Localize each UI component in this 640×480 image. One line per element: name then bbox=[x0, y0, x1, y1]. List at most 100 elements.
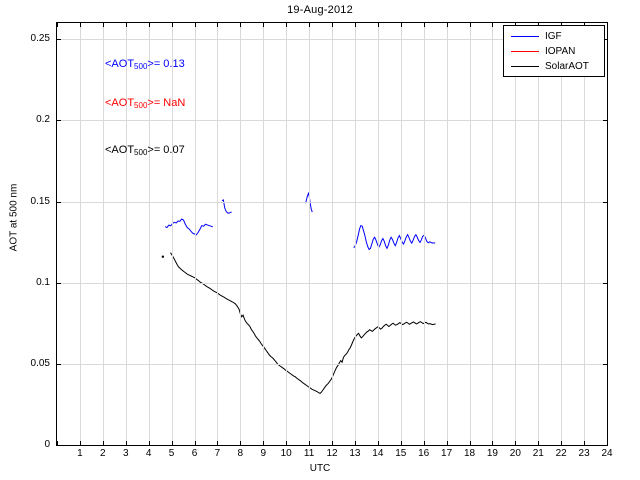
x-tick-label: 3 bbox=[122, 448, 129, 459]
gridline-vertical bbox=[286, 23, 287, 445]
series-line-igf bbox=[221, 199, 232, 214]
gridline-horizontal bbox=[57, 283, 607, 284]
y-tick bbox=[57, 39, 61, 40]
x-tick-label: 8 bbox=[237, 448, 244, 459]
gridline-vertical bbox=[355, 23, 356, 445]
x-tick-label: 23 bbox=[578, 448, 590, 459]
gridline-vertical bbox=[561, 23, 562, 445]
gridline-vertical bbox=[515, 23, 516, 445]
x-tick-label: 12 bbox=[326, 448, 338, 459]
x-tick bbox=[195, 441, 196, 445]
annotation-iopan-mean: <AOT500>= NaN bbox=[105, 97, 185, 110]
annotation-solaraot-sub: 500 bbox=[134, 148, 148, 157]
x-tick-label: 9 bbox=[260, 448, 267, 459]
gridline-vertical bbox=[217, 23, 218, 445]
gridline-vertical bbox=[263, 23, 264, 445]
x-tick bbox=[447, 23, 448, 27]
legend-label-igf: IGF bbox=[545, 30, 562, 42]
x-tick bbox=[309, 23, 310, 27]
legend-label-solaraot: SolarAOT bbox=[545, 60, 589, 72]
y-tick bbox=[603, 120, 607, 121]
annotation-iopan-suffix: >= NaN bbox=[147, 97, 186, 109]
gridline-vertical bbox=[424, 23, 425, 445]
x-tick-label: 10 bbox=[280, 448, 292, 459]
gridline-vertical bbox=[492, 23, 493, 445]
x-tick-label: 4 bbox=[145, 448, 152, 459]
x-tick-label: 7 bbox=[214, 448, 221, 459]
x-tick bbox=[492, 23, 493, 27]
x-tick bbox=[447, 441, 448, 445]
x-tick bbox=[217, 23, 218, 27]
x-tick bbox=[538, 441, 539, 445]
x-tick bbox=[80, 441, 81, 445]
gridline-vertical bbox=[103, 23, 104, 445]
x-tick bbox=[126, 441, 127, 445]
gridline-horizontal bbox=[57, 120, 607, 121]
gridline-vertical bbox=[149, 23, 150, 445]
x-tick bbox=[424, 441, 425, 445]
y-tick bbox=[57, 120, 61, 121]
x-tick bbox=[401, 441, 402, 445]
y-tick-label: 0.15 bbox=[30, 195, 50, 207]
gridline-vertical bbox=[447, 23, 448, 445]
y-tick bbox=[603, 364, 607, 365]
series-point-solaraot bbox=[161, 255, 165, 258]
y-tick bbox=[603, 283, 607, 284]
y-tick-label: 0 bbox=[44, 439, 50, 450]
gridline-vertical bbox=[401, 23, 402, 445]
x-tick-label: 14 bbox=[372, 448, 384, 459]
annotation-igf-mean: <AOT500>= 0.13 bbox=[105, 58, 185, 71]
x-tick bbox=[584, 441, 585, 445]
legend-swatch-solaraot bbox=[511, 66, 539, 67]
x-tick bbox=[607, 23, 608, 27]
x-tick-label: 11 bbox=[303, 448, 315, 459]
annotation-solaraot-mean: <AOT500>= 0.07 bbox=[105, 144, 185, 157]
x-tick bbox=[172, 23, 173, 27]
gridline-vertical bbox=[172, 23, 173, 445]
legend-label-iopan: IOPAN bbox=[545, 45, 576, 57]
x-tick bbox=[286, 441, 287, 445]
gridline-vertical bbox=[538, 23, 539, 445]
y-tick bbox=[57, 202, 61, 203]
x-tick-label: 22 bbox=[555, 448, 567, 459]
y-tick bbox=[603, 39, 607, 40]
y-tick bbox=[57, 283, 61, 284]
gridline-horizontal bbox=[57, 364, 607, 365]
y-tick-label: 0.05 bbox=[30, 357, 50, 369]
annotation-iopan-sub: 500 bbox=[134, 101, 148, 110]
legend-item-solaraot: SolarAOT bbox=[504, 59, 604, 74]
gridline-vertical bbox=[332, 23, 333, 445]
legend: IGF IOPAN SolarAOT bbox=[503, 25, 605, 77]
x-tick-label: 17 bbox=[441, 448, 453, 459]
x-tick-label: 5 bbox=[168, 448, 175, 459]
annotation-igf-suffix: >= 0.13 bbox=[147, 58, 185, 70]
x-tick bbox=[103, 23, 104, 27]
gridline-vertical bbox=[378, 23, 379, 445]
legend-item-igf: IGF bbox=[504, 29, 604, 44]
x-tick-label: 16 bbox=[418, 448, 430, 459]
x-tick bbox=[470, 23, 471, 27]
x-tick bbox=[172, 441, 173, 445]
annotation-igf-sub: 500 bbox=[134, 62, 148, 71]
x-tick bbox=[57, 441, 58, 445]
x-tick bbox=[378, 441, 379, 445]
chart-title: 19-Aug-2012 bbox=[287, 4, 353, 16]
y-tick bbox=[603, 202, 607, 203]
x-tick-label: 1 bbox=[77, 448, 83, 459]
x-tick bbox=[561, 441, 562, 445]
x-tick bbox=[240, 23, 241, 27]
gridline-vertical bbox=[126, 23, 127, 445]
x-tick bbox=[80, 23, 81, 27]
x-tick bbox=[286, 23, 287, 27]
x-tick bbox=[103, 441, 104, 445]
y-tick-label: 0.25 bbox=[30, 33, 50, 45]
x-tick-label: 2 bbox=[100, 448, 106, 459]
x-tick bbox=[355, 441, 356, 445]
x-tick-label: 6 bbox=[191, 448, 198, 459]
x-axis-title: UTC bbox=[309, 463, 331, 474]
gridline-vertical bbox=[240, 23, 241, 445]
annotation-solaraot-suffix: >= 0.07 bbox=[147, 144, 185, 156]
gridline-vertical bbox=[195, 23, 196, 445]
x-tick bbox=[240, 441, 241, 445]
gridline-vertical bbox=[584, 23, 585, 445]
